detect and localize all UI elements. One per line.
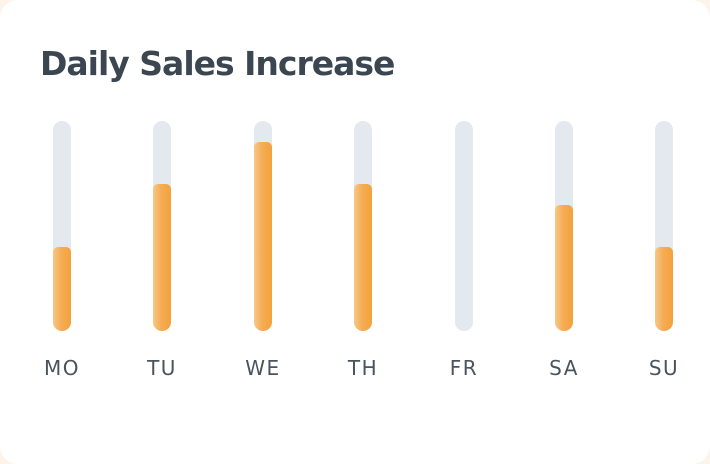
day-label-mo: MO [44, 356, 80, 380]
bar-we [254, 142, 272, 331]
bar-track-sa [555, 121, 573, 331]
day-label-sa: SA [549, 356, 579, 380]
bar-track-th [354, 121, 372, 331]
bar-tu [153, 184, 171, 331]
card-title: Daily Sales Increase [40, 44, 395, 83]
bar-sa [555, 205, 573, 331]
bar-track-fr [455, 121, 473, 331]
day-label-su: SU [648, 356, 680, 380]
bar-track-mo [53, 121, 71, 331]
bar-mo [53, 247, 71, 331]
bar-track-we [254, 121, 272, 331]
bar-su [655, 247, 673, 331]
day-label-fr: FR [449, 356, 479, 380]
day-label-tu: TU [147, 356, 177, 380]
day-label-th: TH [347, 356, 379, 380]
bar-th [354, 184, 372, 331]
bar-track-tu [153, 121, 171, 331]
day-label-we: WE [245, 356, 281, 380]
bar-track-su [655, 121, 673, 331]
